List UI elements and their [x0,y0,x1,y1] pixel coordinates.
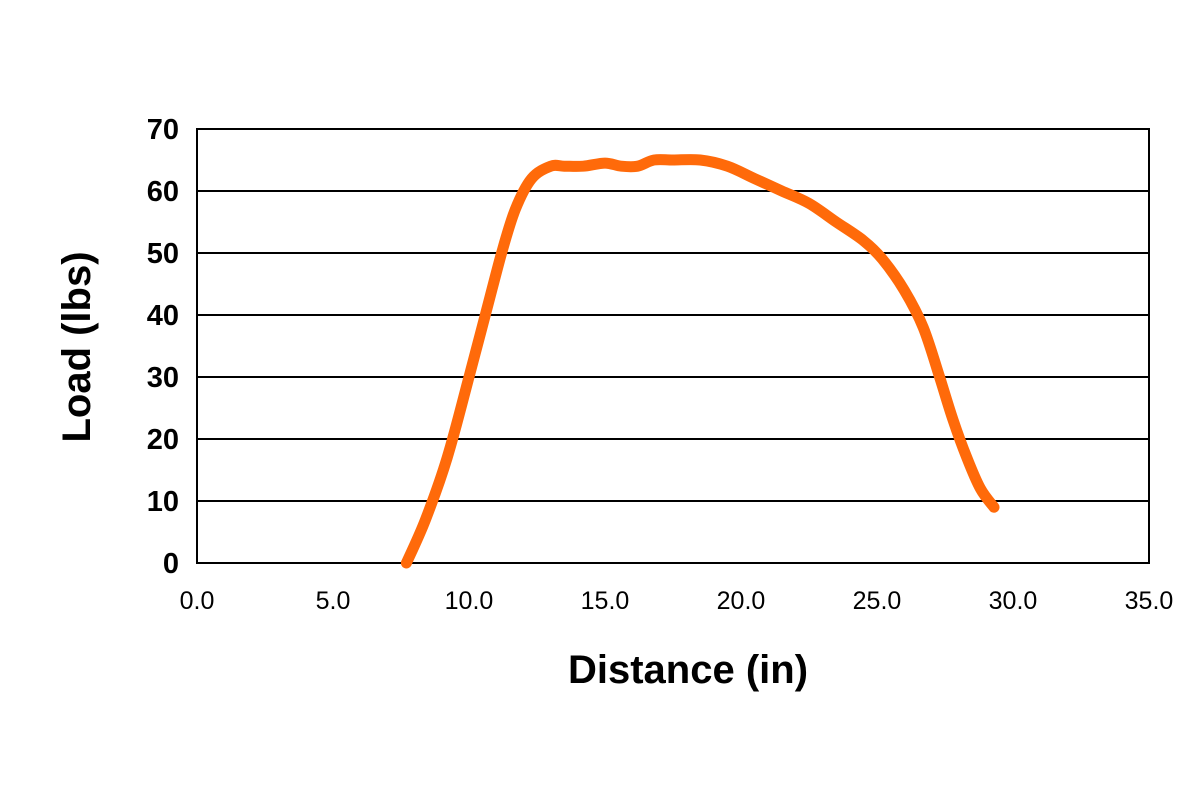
x-tick-label: 5.0 [316,587,351,615]
series-layer [400,154,1000,569]
series-line-0 [400,154,1000,569]
y-tick-label: 70 [147,114,179,146]
x-tick-label: 30.0 [989,587,1038,615]
y-tick-label: 30 [147,362,179,394]
x-tick-label: 10.0 [445,587,494,615]
y-tick-label: 10 [147,486,179,518]
y-axis-ticks: 0 10 20 30 40 50 60 70 [147,114,179,580]
y-tick-label: 20 [147,424,179,456]
plot-area-frame [196,128,1150,564]
y-tick-label: 0 [163,548,179,580]
x-axis-ticks: 0.0 5.0 10.0 15.0 20.0 25.0 30.0 35.0 [180,587,1174,615]
x-axis-title: Distance (in) [568,648,808,692]
x-tick-label: 0.0 [180,587,215,615]
x-tick-label: 35.0 [1125,587,1174,615]
x-tick-label: 15.0 [581,587,630,615]
gridlines [197,128,1149,564]
y-tick-label: 40 [147,300,179,332]
x-tick-label: 20.0 [717,587,766,615]
y-axis-title: Load (lbs) [55,251,99,442]
y-tick-label: 60 [147,176,179,208]
y-tick-label: 50 [147,238,179,270]
x-tick-label: 25.0 [853,587,902,615]
